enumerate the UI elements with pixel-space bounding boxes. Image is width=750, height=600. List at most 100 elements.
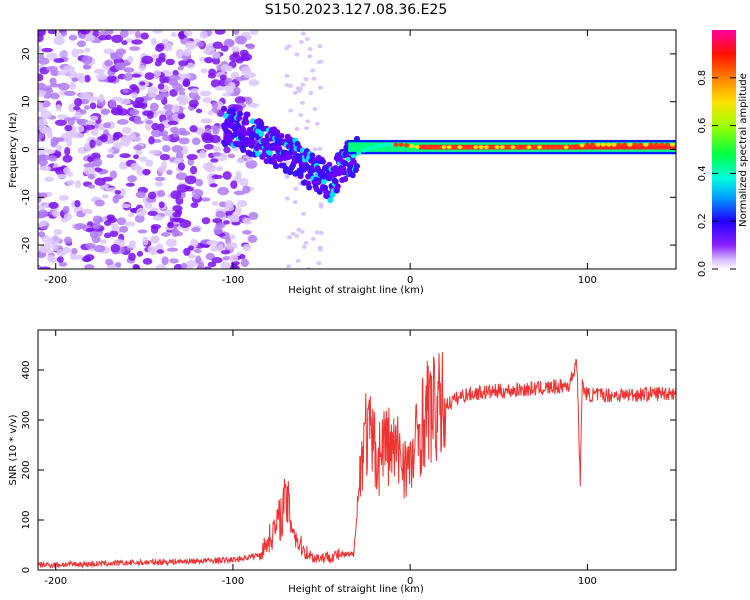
ridge-peak xyxy=(669,142,675,147)
noise-blob xyxy=(162,134,171,142)
noise-blob xyxy=(111,34,123,43)
noise-blob xyxy=(214,85,226,91)
noise-blob xyxy=(96,73,108,80)
snr-frame xyxy=(37,329,677,571)
noise-blob xyxy=(163,104,174,111)
noise-blob xyxy=(57,114,68,119)
noise-blob xyxy=(211,200,219,206)
noise-blob xyxy=(175,151,184,161)
noise-blob xyxy=(235,35,247,45)
noise-blob xyxy=(155,44,164,52)
ridge-peak xyxy=(664,142,670,147)
noise-blob xyxy=(83,35,96,42)
noise-blob xyxy=(131,92,138,99)
noise-blob xyxy=(180,262,188,269)
noise-blob xyxy=(81,208,93,215)
noise-blob xyxy=(296,227,302,232)
noise-blob xyxy=(175,172,188,181)
noise-blob xyxy=(222,171,232,180)
snr-ytick-label: 100 xyxy=(21,510,32,529)
noise-blob xyxy=(151,122,160,131)
noise-blob xyxy=(186,259,196,269)
noise-blob xyxy=(109,52,118,58)
ridge-peak xyxy=(515,145,521,150)
noise-blob xyxy=(38,45,42,53)
ridge-blob xyxy=(244,111,251,118)
ridge-peak xyxy=(467,145,473,150)
noise-blob xyxy=(223,220,230,225)
noise-blob xyxy=(194,248,202,254)
noise-blob xyxy=(118,98,131,105)
noise-blob xyxy=(42,248,53,254)
noise-blob xyxy=(308,91,314,96)
noise-blob xyxy=(89,102,97,110)
noise-blob xyxy=(69,81,77,90)
ridge-blob xyxy=(221,105,228,112)
noise-blob xyxy=(203,266,212,269)
noise-blob xyxy=(49,92,60,100)
noise-blob xyxy=(249,30,259,35)
noise-blob xyxy=(199,90,212,97)
noise-blob xyxy=(233,190,246,196)
noise-blob xyxy=(178,30,186,40)
noise-blob xyxy=(183,48,192,57)
noise-blob xyxy=(225,210,233,216)
noise-blob xyxy=(101,194,109,199)
noise-blob xyxy=(314,230,320,235)
noise-blob xyxy=(225,40,235,46)
noise-blob xyxy=(211,101,219,109)
noise-blob xyxy=(73,106,81,111)
ridge-peak xyxy=(521,145,527,150)
snr-ytick-label: 200 xyxy=(21,460,32,479)
noise-blob xyxy=(38,133,45,138)
noise-blob xyxy=(217,186,230,196)
noise-blob xyxy=(157,166,167,173)
noise-blob xyxy=(239,177,249,187)
noise-blob xyxy=(288,108,294,113)
ridge-peak xyxy=(372,145,378,150)
ridge-peak xyxy=(393,142,399,147)
noise-blob xyxy=(242,243,252,252)
noise-blob xyxy=(152,214,163,221)
noise-blob xyxy=(190,88,200,94)
noise-blob xyxy=(87,156,94,162)
noise-blob xyxy=(147,93,157,98)
noise-blob xyxy=(220,249,231,255)
ridge-blob xyxy=(309,152,316,159)
noise-blob xyxy=(57,173,67,179)
ridge-peak xyxy=(638,142,644,147)
spectrogram-xtick-label: 0 xyxy=(407,275,413,286)
noise-blob xyxy=(50,235,61,244)
noise-blob xyxy=(303,77,309,82)
noise-blob xyxy=(316,261,322,266)
noise-blob xyxy=(220,261,231,269)
noise-blob xyxy=(171,145,184,153)
noise-blob xyxy=(38,89,46,97)
noise-blob xyxy=(178,137,190,145)
noise-blob xyxy=(167,221,174,229)
noise-blob xyxy=(284,73,290,78)
noise-blob xyxy=(234,76,245,82)
ridge-blob xyxy=(243,119,250,126)
noise-blob xyxy=(187,245,195,251)
noise-blob xyxy=(248,212,259,220)
noise-blob xyxy=(131,73,142,78)
noise-blob xyxy=(164,42,173,48)
noise-blob xyxy=(314,121,320,126)
noise-blob xyxy=(71,77,78,82)
noise-blob xyxy=(125,182,135,187)
noise-blob xyxy=(48,201,59,209)
noise-blob xyxy=(145,119,154,125)
noise-blob xyxy=(176,184,189,193)
noise-blob xyxy=(44,176,55,182)
noise-blob xyxy=(93,244,106,253)
noise-blob xyxy=(300,82,306,87)
ridge-peak xyxy=(568,144,574,149)
ridge-peak xyxy=(616,142,622,147)
noise-blob xyxy=(239,49,249,57)
noise-blob xyxy=(106,214,115,221)
noise-blob xyxy=(63,212,73,221)
noise-blob xyxy=(236,158,245,164)
noise-blob xyxy=(200,197,211,202)
ridge-peak xyxy=(600,142,606,147)
